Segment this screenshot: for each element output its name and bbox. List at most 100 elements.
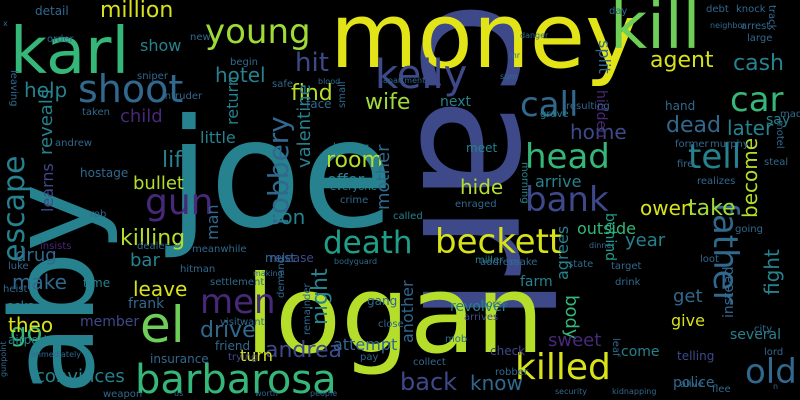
cloud-word: made	[780, 109, 800, 120]
cloud-word: former	[675, 139, 709, 150]
cloud-word: dealer	[137, 241, 169, 252]
cloud-word: make	[12, 270, 67, 294]
cloud-word: arrest	[741, 21, 771, 32]
cloud-word: andrea	[265, 338, 342, 363]
cloud-word: horse	[480, 299, 508, 310]
cloud-word: bodyguard	[334, 257, 378, 266]
cloud-word: dead	[666, 113, 721, 138]
cloud-word: loot	[700, 254, 719, 265]
cloud-word: hand	[665, 99, 696, 113]
cloud-word: weapon	[103, 389, 143, 400]
cloud-word: steal	[764, 157, 789, 168]
cloud-word: luke	[8, 261, 29, 272]
cloud-word: fight	[760, 249, 784, 295]
cloud-word: el	[140, 296, 185, 354]
cloud-word: city	[754, 324, 773, 335]
cloud-word: resulting	[566, 101, 610, 112]
cloud-word: sniper	[137, 71, 168, 82]
cloud-word: home	[570, 120, 627, 144]
cloud-word: looking	[333, 142, 370, 153]
cloud-word: head	[525, 137, 610, 177]
cloud-word: murphy	[710, 139, 749, 150]
cloud-word: bank	[525, 180, 609, 220]
cloud-word: andrew	[55, 138, 93, 149]
cloud-word: lord	[764, 347, 784, 358]
cloud-word: come	[621, 344, 660, 360]
cloud-word: morning	[519, 162, 530, 204]
cloud-word: called	[393, 211, 423, 222]
cloud-word: insists	[40, 241, 72, 252]
cloud-word: bar	[130, 250, 160, 271]
cloud-word: state	[568, 259, 594, 270]
cloud-word: trying	[228, 352, 258, 363]
cloud-word: son	[270, 205, 306, 229]
cloud-word: hide	[460, 175, 504, 199]
cloud-word: asks	[7, 299, 34, 313]
cloud-word: people	[310, 389, 338, 398]
cloud-word: target	[611, 261, 642, 272]
cloud-word: go	[10, 318, 43, 348]
cloud-word: attempt	[333, 335, 398, 354]
cloud-word: logan	[245, 253, 545, 378]
cloud-word: member	[80, 314, 140, 330]
cloud-word: x	[3, 19, 8, 28]
cloud-word: everyone	[330, 182, 377, 193]
cloud-word: time	[83, 276, 111, 290]
cloud-word: settlement	[210, 277, 265, 288]
cloud-word: kidnapping	[612, 387, 657, 396]
cloud-word: make	[510, 257, 538, 268]
cloud-word: drug	[15, 245, 57, 266]
cloud-word: crime	[340, 195, 369, 206]
cloud-word: new	[190, 32, 211, 43]
cloud-word: killing	[120, 226, 186, 251]
cloud-word: return	[223, 76, 242, 125]
cloud-word: security	[555, 387, 587, 396]
cloud-word: check	[490, 344, 526, 358]
cloud-word: mob	[445, 334, 468, 345]
cloud-word: arrive	[535, 172, 582, 191]
cloud-word: begin	[230, 57, 258, 68]
cloud-word: several	[730, 327, 782, 343]
cloud-word: child	[120, 106, 163, 127]
cloud-word: leaving	[8, 70, 19, 107]
cloud-word: police	[673, 375, 715, 391]
cloud-word: kill	[610, 0, 701, 64]
cloud-word: want	[240, 317, 265, 328]
cloud-word: dinner	[589, 241, 615, 250]
cloud-word: next	[440, 94, 472, 110]
cloud-word: friend	[215, 339, 251, 353]
cloud-word: gunpoint	[0, 341, 8, 377]
cloud-word: us	[174, 389, 184, 398]
cloud-word: face	[306, 97, 332, 111]
cloud-word: heist	[3, 284, 28, 295]
cloud-word: old	[745, 352, 797, 392]
cloud-word: joe	[168, 88, 394, 262]
cloud-word: farm	[520, 274, 553, 290]
cloud-word: kelly	[375, 52, 468, 98]
cloud-word: knock	[736, 4, 766, 15]
cloud-word: year	[625, 230, 666, 251]
cloud-word: close	[378, 319, 404, 330]
cloud-word: frank	[128, 296, 165, 312]
cloud-word: arrives	[464, 312, 499, 323]
cloud-word: leaf	[610, 338, 621, 357]
cloud-word: tell	[688, 137, 742, 177]
cloud-word: hidden	[593, 90, 609, 139]
cloud-word: back	[400, 368, 458, 396]
cloud-word: debt	[706, 4, 729, 15]
cloud-word: little	[200, 128, 236, 147]
cloud-word: meanwhile	[192, 244, 247, 255]
cloud-word: sum	[500, 72, 518, 81]
cloud-word: show	[140, 36, 182, 55]
cloud-word: another	[398, 280, 417, 343]
cloud-word: mr	[509, 51, 521, 60]
cloud-word: visit	[220, 317, 241, 328]
cloud-word: call	[520, 85, 579, 125]
cloud-word: instead	[721, 266, 737, 318]
cloud-word: cash	[733, 51, 784, 76]
cloud-word: day	[609, 6, 628, 17]
cloud-word: order	[47, 34, 74, 45]
cloud-word: help	[24, 78, 68, 102]
cloud-word: death	[323, 225, 413, 261]
cloud-word: leave	[133, 277, 188, 301]
